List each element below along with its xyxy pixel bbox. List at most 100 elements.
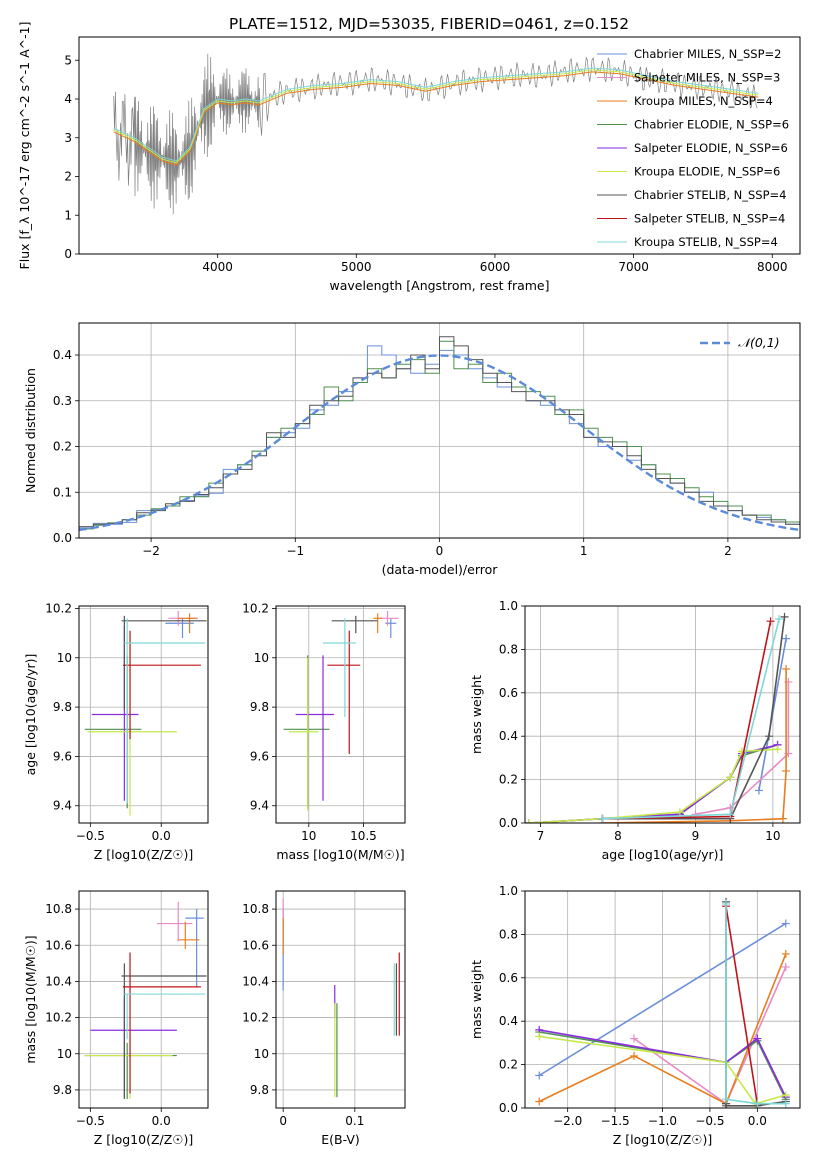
y-tick-label: 10.6 bbox=[45, 938, 72, 952]
y-tick-label: 9.6 bbox=[250, 749, 269, 763]
axes-frame bbox=[275, 605, 406, 824]
y-tick-label: 0.4 bbox=[53, 348, 72, 362]
x-tick-label: 10.5 bbox=[350, 829, 377, 843]
y-axis-label: age [log10(age/yr)] bbox=[23, 654, 38, 776]
legend-label: Kroupa STELIB, N_SSP=4 bbox=[634, 235, 778, 249]
model-spectrum-line bbox=[113, 71, 759, 166]
panel-mass-weight-vs-Z: −2.0 −1.5 −1.0 −0.5 0.0 0.0 0.2 0.4 0.6 0.8 1.0 Z [… bbox=[469, 884, 801, 1147]
x-tick-label: −1.0 bbox=[648, 1114, 677, 1128]
y-tick-label: 0.1 bbox=[53, 485, 72, 499]
y-tick-label: 0.0 bbox=[499, 1101, 518, 1115]
x-tick-label: 2 bbox=[724, 544, 732, 558]
weight-marker bbox=[630, 1051, 639, 1060]
weight-marker bbox=[766, 617, 775, 626]
x-tick-label: 10 bbox=[301, 829, 316, 843]
x-axis-label: E(B-V) bbox=[321, 1132, 360, 1147]
weight-marker bbox=[782, 664, 791, 673]
plot-area bbox=[525, 612, 793, 823]
legend-label: Chabrier MILES, N_SSP=2 bbox=[634, 47, 781, 61]
weight-marker bbox=[525, 819, 533, 823]
y-tick-label: 10.2 bbox=[242, 1011, 269, 1025]
legend-label: Chabrier STELIB, N_SSP=4 bbox=[634, 188, 786, 202]
x-tick-label: −0.5 bbox=[76, 1114, 105, 1128]
weight-marker bbox=[781, 962, 790, 971]
x-tick-label: 8000 bbox=[757, 260, 788, 274]
weight-line bbox=[539, 1035, 787, 1105]
y-tick-label: 10 bbox=[57, 1047, 72, 1061]
y-tick-label: 0.0 bbox=[53, 531, 72, 545]
weight-marker bbox=[781, 919, 790, 928]
weight-marker bbox=[775, 615, 784, 624]
y-tick-label: 3 bbox=[64, 131, 72, 145]
weight-line bbox=[538, 922, 787, 1077]
x-axis-label: Z [log10(Z/Z☉)] bbox=[94, 847, 194, 862]
y-tick-label: 4 bbox=[64, 92, 72, 106]
x-tick-label: 0 bbox=[279, 1114, 287, 1128]
weight-line bbox=[725, 906, 759, 1104]
y-tick-label: 9.8 bbox=[250, 1083, 269, 1097]
figure-title: PLATE=1512, MJD=53035, FIBERID=0461, z=0… bbox=[229, 15, 629, 33]
weight-marker bbox=[778, 814, 787, 823]
data-spectrum-line bbox=[113, 53, 758, 215]
weight-marker bbox=[782, 766, 791, 775]
legend-label: Salpeter STELIB, N_SSP=4 bbox=[634, 212, 785, 226]
panel-mass-vs-Z: −0.5 0.0 9.8 10 10.2 10.4 10.6 10.8 Z [log10(Z/Z… bbox=[23, 890, 209, 1147]
y-tick-label: 9.8 bbox=[53, 1083, 72, 1097]
legend-label: Salpeter MILES, N_SSP=3 bbox=[634, 71, 780, 85]
y-tick-label: 9.8 bbox=[53, 700, 72, 714]
x-tick-label: −1 bbox=[286, 544, 304, 558]
y-tick-label: 0.3 bbox=[53, 394, 72, 408]
model-spectrum-line bbox=[113, 67, 759, 162]
x-tick-label: −1.5 bbox=[601, 1114, 630, 1128]
x-tick-label: 0 bbox=[436, 544, 444, 558]
axes-frame bbox=[78, 605, 209, 824]
x-tick-label: 0.0 bbox=[152, 1114, 171, 1128]
x-axis-label: Z [log10(Z/Z☉)] bbox=[613, 1132, 713, 1147]
y-tick-label: 0.2 bbox=[499, 773, 518, 787]
panel-mass-vs-EBV: 0 0.1 9.8 10 10.2 10.4 10.6 10.8 E(B-V) bbox=[242, 890, 406, 1147]
plot-area bbox=[282, 898, 400, 1098]
x-tick-label: 1 bbox=[580, 544, 588, 558]
weight-line bbox=[528, 748, 778, 823]
weight-marker bbox=[535, 1032, 544, 1041]
panel-mass-weight-vs-age: 7 8 9 10 0.0 0.2 0.4 0.6 0.8 1.0 age [log10(age/yr… bbox=[469, 599, 801, 862]
weight-marker bbox=[535, 1097, 544, 1106]
x-tick-label: 9 bbox=[692, 829, 700, 843]
weight-marker bbox=[726, 810, 735, 819]
y-tick-label: 0.4 bbox=[499, 729, 518, 743]
y-tick-label: 10.4 bbox=[242, 974, 269, 988]
y-tick-label: 10.2 bbox=[242, 601, 269, 615]
plot-area bbox=[79, 336, 800, 532]
y-tick-label: 0.0 bbox=[499, 816, 518, 830]
plot-area bbox=[84, 610, 207, 816]
x-tick-label: 0.1 bbox=[345, 1114, 364, 1128]
x-axis-label: (data-model)/error bbox=[382, 562, 499, 577]
y-tick-label: 0.4 bbox=[499, 1014, 518, 1028]
weight-line bbox=[695, 682, 790, 816]
x-tick-label: 6000 bbox=[480, 260, 511, 274]
weight-line bbox=[602, 616, 786, 820]
y-tick-label: 1.0 bbox=[499, 599, 518, 613]
plot-area bbox=[535, 897, 790, 1108]
y-tick-label: 10.6 bbox=[242, 938, 269, 952]
y-axis-label: mass weight bbox=[469, 675, 484, 754]
y-tick-label: 10 bbox=[254, 651, 269, 665]
y-tick-label: 0.6 bbox=[499, 971, 518, 985]
x-tick-label: 10 bbox=[765, 829, 780, 843]
panel-age-vs-mass: 10 10.5 9.4 9.6 9.8 10 10.2 mass [log10(M/M☉)] bbox=[242, 601, 406, 862]
y-axis-label: Flux [f_λ 10^-17 erg cm^-2 s^-1 A^-1] bbox=[17, 22, 32, 270]
y-tick-label: 2 bbox=[64, 170, 72, 184]
axes-frame bbox=[78, 36, 801, 255]
weight-line bbox=[539, 1031, 787, 1100]
weight-line bbox=[602, 618, 780, 820]
weight-marker bbox=[782, 634, 791, 643]
legend-label: Chabrier ELODIE, N_SSP=6 bbox=[634, 118, 789, 132]
weight-marker bbox=[675, 808, 684, 817]
y-tick-label: 10 bbox=[57, 651, 72, 665]
x-axis-label: Z [log10(Z/Z☉)] bbox=[94, 1132, 194, 1147]
x-tick-label: −0.5 bbox=[695, 1114, 724, 1128]
x-tick-label: 5000 bbox=[341, 260, 372, 274]
weight-marker bbox=[773, 745, 782, 754]
weight-marker bbox=[722, 1095, 731, 1104]
weight-marker bbox=[598, 814, 607, 823]
